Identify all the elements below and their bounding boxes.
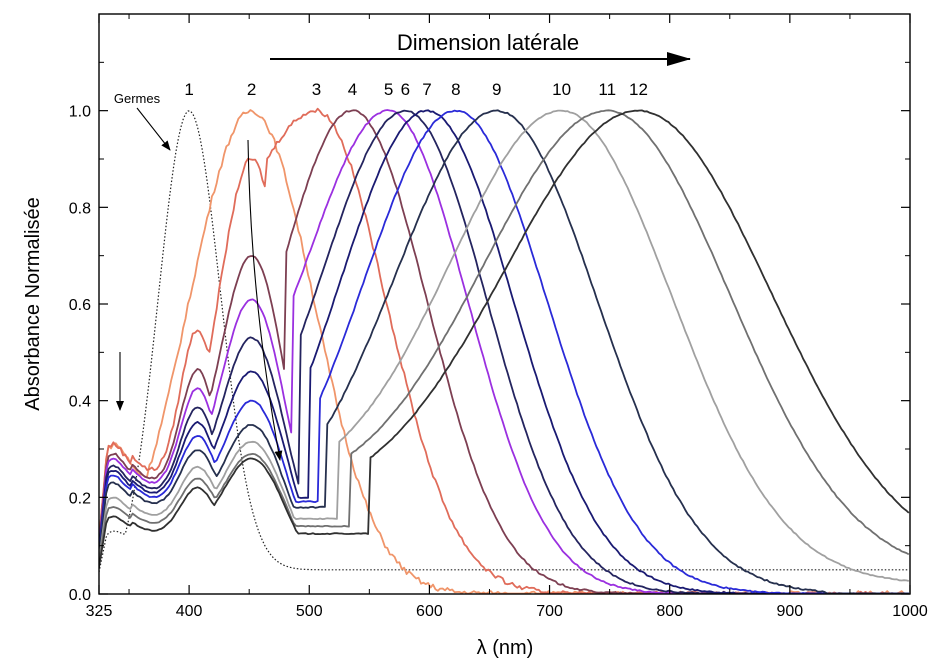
x-tick-label: 500 — [296, 603, 323, 620]
series-line-8 — [99, 109, 909, 594]
series-line-9 — [99, 109, 910, 582]
x-axis-title: λ (nm) — [477, 637, 534, 658]
y-axis-title: Absorbance Normalisée — [22, 197, 44, 410]
series-line-3 — [99, 109, 909, 594]
y-tick-label: 0.6 — [69, 297, 91, 314]
x-tick-label: 800 — [656, 603, 683, 620]
peak-label-9: 9 — [492, 80, 501, 99]
peak-label-8: 8 — [451, 80, 460, 99]
seeds-arrow — [136, 107, 171, 151]
series-line-7 — [99, 109, 909, 594]
peak-label-12: 12 — [629, 80, 648, 99]
decrease-450-arrow — [247, 139, 283, 461]
y-tick-label: 0.0 — [69, 587, 91, 604]
series-line-germes — [99, 110, 909, 573]
tick-labels-layer: 325 400 500 600 700 800 900 1000 0.0 0.2 0.4 0.6 0.8… — [69, 104, 928, 620]
series-layer — [99, 107, 910, 594]
peak-label-3: 3 — [312, 80, 321, 99]
peak-label-1: 1 — [184, 80, 193, 99]
y-tick-label: 0.4 — [69, 394, 91, 411]
series-line-11 — [99, 109, 910, 568]
peak-label-7: 7 — [422, 80, 431, 99]
series-line-10 — [99, 109, 910, 564]
peak-label-10: 10 — [552, 80, 571, 99]
x-tick-label: 325 — [86, 603, 113, 620]
x-tick-label: 600 — [416, 603, 443, 620]
x-tick-label: 700 — [536, 603, 563, 620]
peak-label-11: 11 — [598, 80, 616, 99]
x-tick-label: 400 — [176, 603, 203, 620]
x-tick-label: 900 — [777, 603, 804, 620]
peak-labels-layer: 1 2 3 4 5 6 7 8 9 10 11 12 — [184, 80, 648, 99]
y-tick-label: 1.0 — [69, 104, 91, 121]
x-tick-label: 1000 — [892, 603, 928, 620]
peak-label-6: 6 — [401, 80, 410, 99]
lateral-dimension-label: Dimension latérale — [397, 30, 579, 55]
peak-label-5: 5 — [384, 80, 393, 99]
y-tick-label: 0.8 — [69, 200, 91, 217]
seeds-label: Germes — [114, 91, 161, 106]
ticks-layer — [98, 14, 911, 595]
peak-label-2: 2 — [247, 80, 256, 99]
plot-frame — [98, 13, 911, 595]
peak-label-4: 4 — [348, 80, 357, 99]
y-tick-label: 0.2 — [69, 490, 91, 507]
